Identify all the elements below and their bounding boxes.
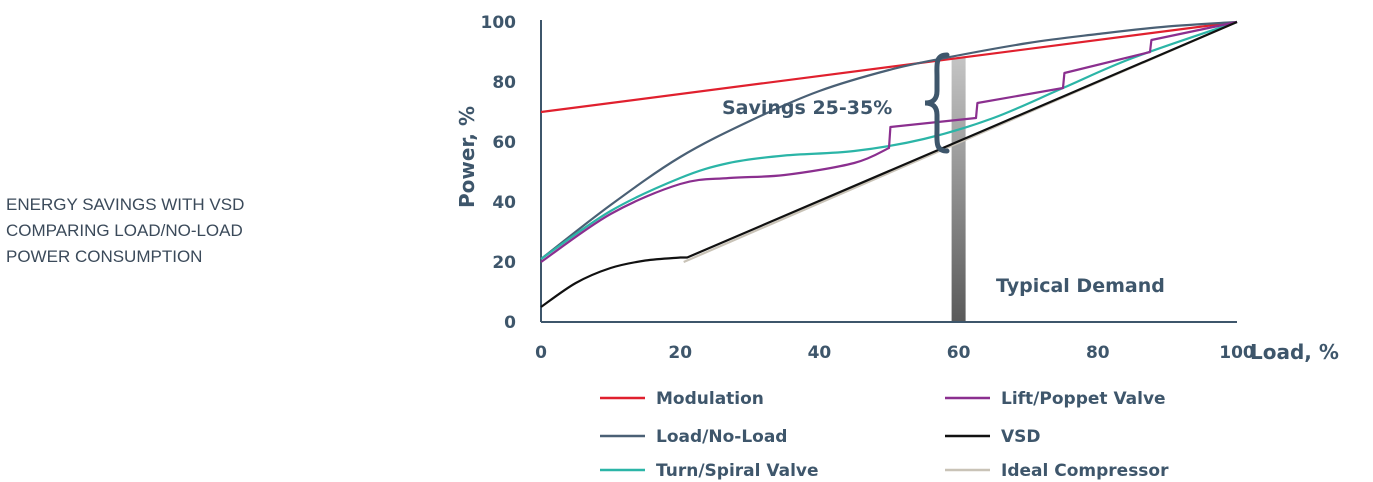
y-tick-label: 60: [492, 133, 516, 153]
x-tick-label: 60: [947, 343, 971, 363]
y-axis-title: Power, %: [455, 106, 479, 208]
legend-label-lift-poppet-valve: Lift/Poppet Valve: [1001, 389, 1166, 409]
y-tick-label: 100: [481, 13, 517, 33]
y-tick-label: 80: [492, 73, 516, 93]
savings-label: Savings 25-35%: [722, 97, 892, 119]
legend-label-turn-spiral-valve: Turn/Spiral Valve: [656, 461, 819, 481]
caption-line-1: ENERGY SAVINGS WITH VSD: [6, 195, 245, 214]
y-tick-label: 0: [504, 313, 516, 333]
series-line-vsd: [540, 20, 1238, 308]
side-caption: ENERGY SAVINGS WITH VSD COMPARING LOAD/N…: [6, 192, 326, 270]
x-tick-label: 20: [668, 343, 692, 363]
series-line-turn-spiral-valve: [540, 20, 1238, 260]
caption-line-2: COMPARING LOAD/NO-LOAD: [6, 221, 243, 240]
x-tick-label: 40: [808, 343, 832, 363]
typical-demand-label: Typical Demand: [996, 275, 1165, 297]
x-tick-label: 0: [535, 343, 547, 363]
x-tick-label: 80: [1086, 343, 1110, 363]
series-line-load-no-load: [540, 20, 1238, 260]
x-tick-label: 100: [1219, 343, 1255, 363]
caption-line-3: POWER CONSUMPTION: [6, 247, 203, 266]
y-tick-label: 40: [492, 193, 516, 213]
legend-label-load-no-load: Load/No-Load: [656, 427, 787, 447]
x-axis-title: Load, %: [1250, 340, 1339, 364]
legend-label-ideal-compressor: Ideal Compressor: [1001, 461, 1169, 481]
series-line-lift-poppet-valve: [540, 20, 1238, 263]
y-tick-label: 20: [492, 253, 516, 273]
legend-label-vsd: VSD: [1001, 427, 1041, 447]
savings-brace: [924, 52, 950, 154]
typical-demand-bar: [951, 58, 966, 322]
series-line-modulation: [540, 20, 1238, 114]
legend-label-modulation: Modulation: [656, 389, 764, 409]
